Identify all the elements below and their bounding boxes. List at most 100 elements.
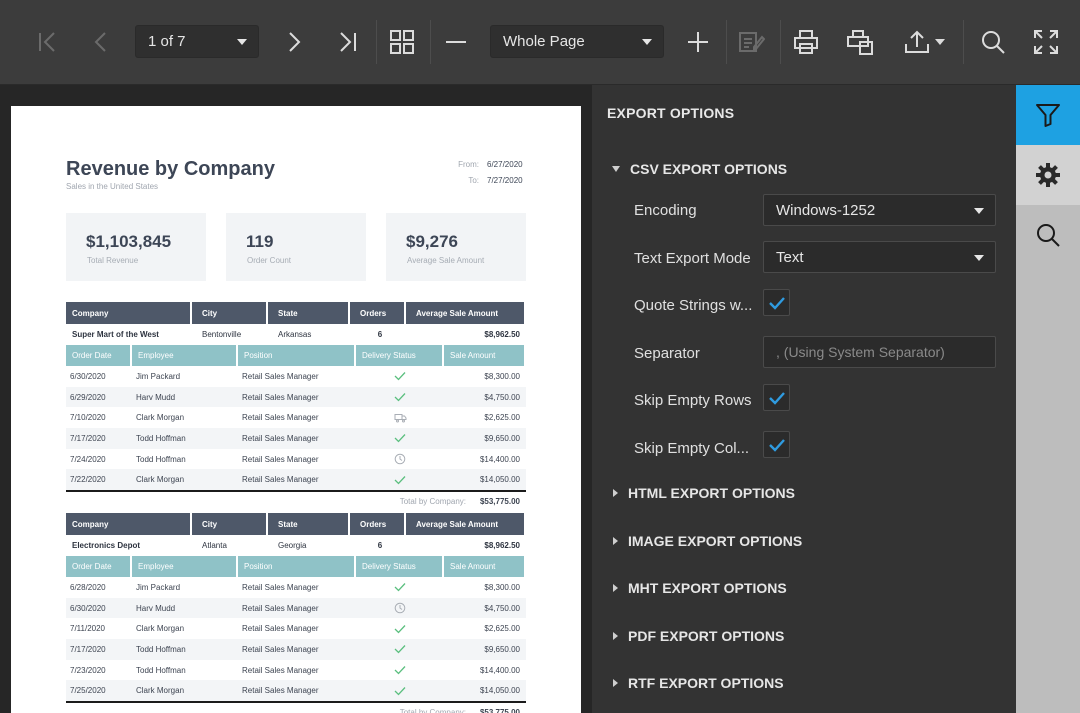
employee: Clark Morgan — [136, 413, 185, 423]
checkmark-icon — [768, 438, 785, 452]
section-label: HTML EXPORT OPTIONS — [628, 485, 795, 501]
zoom-selector[interactable]: Whole Page — [490, 25, 664, 58]
chevron-down-icon — [935, 39, 945, 45]
first-page-button[interactable] — [28, 22, 68, 62]
tab-export-options[interactable] — [1016, 85, 1080, 145]
employee: Harv Mudd — [136, 392, 176, 402]
column-header: State — [272, 513, 350, 535]
employee: Jim Packard — [136, 582, 181, 592]
check-status-icon — [394, 372, 406, 381]
column-header: Position — [238, 556, 356, 577]
sale-amount: $9,650.00 — [484, 433, 520, 443]
check-status-icon — [394, 434, 406, 443]
position: Retail Sales Manager — [242, 454, 319, 464]
order-date: 7/10/2020 — [70, 413, 106, 423]
chevron-right-icon — [613, 584, 618, 592]
order-date: 7/22/2020 — [70, 475, 106, 485]
column-header: Sale Amount — [444, 556, 526, 577]
column-header: Orders — [354, 513, 406, 535]
city: Bentonville — [202, 330, 242, 339]
search-icon — [1037, 224, 1060, 247]
employee: Clark Morgan — [136, 686, 185, 696]
text-export-mode-value: Text — [776, 248, 804, 266]
delivery-status — [356, 407, 444, 428]
order-date: 7/24/2020 — [70, 454, 106, 464]
page-selector-value: 1 of 7 — [148, 33, 186, 50]
filter-icon — [1036, 104, 1060, 127]
position: Retail Sales Manager — [242, 603, 319, 613]
document-viewer[interactable]: Revenue by Company Sales in the United S… — [0, 85, 592, 713]
quote-strings-checkbox[interactable] — [763, 289, 790, 316]
delivery-status — [356, 428, 444, 449]
print-page-icon — [847, 30, 873, 55]
report-title: Revenue by Company — [66, 158, 275, 180]
sale-amount: $4,750.00 — [484, 392, 520, 402]
page-selector[interactable]: 1 of 7 — [135, 25, 259, 58]
search-icon — [982, 31, 1005, 54]
table-row: 6/29/2020 Harv Mudd Retail Sales Manager $4… — [66, 386, 526, 408]
export-button[interactable] — [896, 22, 952, 62]
chevron-right-icon — [613, 489, 618, 497]
section-label: CSV EXPORT OPTIONS — [630, 161, 788, 177]
column-header: Order Date — [66, 345, 132, 366]
position: Retail Sales Manager — [242, 624, 319, 634]
encoding-label: Encoding — [634, 202, 697, 219]
pdf-section-header[interactable]: PDF EXPORT OPTIONS — [612, 628, 784, 644]
tab-parameters[interactable] — [1016, 145, 1080, 205]
column-header: Average Sale Amount — [410, 513, 526, 535]
encoding-value: Windows-1252 — [776, 201, 876, 219]
previous-page-button[interactable] — [82, 22, 122, 62]
text-export-mode-select[interactable]: Text — [763, 241, 996, 273]
chevron-down-icon — [612, 166, 620, 172]
skip-empty-rows-checkbox[interactable] — [763, 384, 790, 411]
company-name: Super Mart of the West — [72, 330, 159, 339]
tab-search[interactable] — [1016, 205, 1080, 265]
next-page-icon — [289, 32, 301, 52]
csv-section-header[interactable]: CSV EXPORT OPTIONS — [612, 161, 787, 177]
fullscreen-button[interactable] — [1026, 22, 1066, 62]
truck-status-icon — [394, 413, 406, 423]
rtf-section-header[interactable]: RTF EXPORT OPTIONS — [612, 675, 784, 691]
quote-strings-label: Quote Strings w... — [634, 297, 753, 314]
company-name: Electronics Depot — [72, 541, 141, 550]
edit-fields-button[interactable] — [731, 22, 771, 62]
mht-section-header[interactable]: MHT EXPORT OPTIONS — [612, 580, 787, 596]
image-section-header[interactable]: IMAGE EXPORT OPTIONS — [612, 533, 802, 549]
to-label: To: — [468, 176, 479, 185]
encoding-select[interactable]: Windows-1252 — [763, 194, 996, 226]
print-button[interactable] — [786, 22, 826, 62]
delivery-status — [356, 387, 444, 408]
zoom-in-button[interactable] — [678, 22, 718, 62]
column-header: Position — [238, 345, 356, 366]
print-icon — [794, 30, 818, 54]
delivery-status — [356, 618, 444, 639]
export-options-panel: EXPORT OPTIONS CSV EXPORT OPTIONS Encodi… — [592, 85, 1016, 713]
search-button[interactable] — [973, 22, 1013, 62]
check-status-icon — [394, 583, 406, 592]
separator-input[interactable]: , (Using System Separator) — [763, 336, 996, 368]
chevron-right-icon — [613, 632, 618, 640]
check-status-icon — [394, 624, 406, 634]
skip-empty-columns-checkbox[interactable] — [763, 431, 790, 458]
last-page-button[interactable] — [327, 22, 367, 62]
multipage-icon — [390, 30, 414, 54]
check-status-icon — [394, 686, 406, 696]
skip-empty-rows-label: Skip Empty Rows — [634, 392, 752, 409]
employee: Todd Hoffman — [136, 644, 186, 654]
state: Georgia — [278, 541, 307, 550]
table-row: 7/24/2020 Todd Hoffman Retail Sales Manage… — [66, 449, 526, 470]
print-page-button[interactable] — [840, 22, 880, 62]
sale-amount: $8,300.00 — [484, 582, 520, 592]
html-section-header[interactable]: HTML EXPORT OPTIONS — [612, 485, 795, 501]
column-header: Orders — [354, 302, 406, 324]
column-header: City — [196, 513, 268, 535]
next-page-button[interactable] — [273, 22, 313, 62]
to-date: 7/27/2020 — [487, 176, 523, 185]
kpi-value: 119 — [246, 232, 274, 251]
toolbar-divider — [376, 20, 377, 64]
column-header: Employee — [132, 556, 238, 577]
column-header: Company — [66, 513, 192, 535]
zoom-out-button[interactable] — [436, 22, 476, 62]
multipage-button[interactable] — [382, 22, 422, 62]
checkmark-icon — [768, 391, 785, 405]
